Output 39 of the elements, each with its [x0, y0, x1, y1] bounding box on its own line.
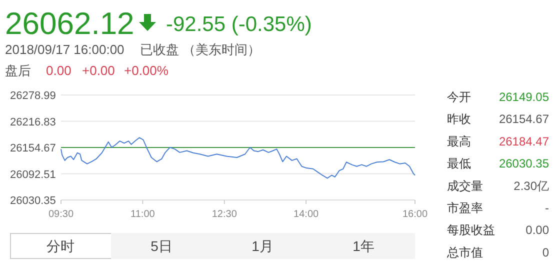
text: 26154.67	[498, 112, 550, 126]
x-tick-label: 16:00	[402, 209, 428, 220]
text: 最高	[447, 134, 471, 148]
text: 1月	[252, 238, 274, 254]
text: 最低	[447, 156, 471, 171]
x-tick-label: 14:00	[294, 209, 320, 220]
y-tick-label: 26092.51	[10, 168, 56, 181]
text: 0	[542, 245, 550, 260]
x-tick-label: 12:30	[212, 209, 238, 220]
text: 2018/09/17 16:00:00	[5, 42, 124, 57]
text: 0.00	[526, 223, 550, 238]
text: 5日	[150, 238, 172, 254]
text: 昨收	[447, 112, 471, 126]
x-tick-label: 09:30	[48, 209, 74, 220]
text: 0.00	[46, 63, 72, 78]
text: 今开	[447, 90, 471, 104]
text: +0.00	[82, 63, 115, 78]
line-series	[60, 137, 416, 179]
text: 分时	[46, 238, 74, 254]
y-tick-label: 26278.99	[10, 90, 56, 102]
text: 1年	[352, 238, 374, 254]
y-tick-label: 26216.83	[10, 116, 56, 128]
text: 成交量	[447, 178, 483, 193]
text: 每股收益	[447, 223, 495, 238]
text: -	[545, 201, 549, 215]
text: 26184.47	[498, 134, 550, 148]
chart-subtitle: -92.55 (-0.35%)	[166, 13, 312, 36]
text: 已收盘 （美东时间）	[140, 42, 261, 57]
text: 2.30亿	[514, 178, 549, 193]
y-tick-label: 26030.35	[10, 195, 56, 207]
text: 盘后	[5, 63, 31, 78]
text: 市盈率	[447, 201, 483, 215]
x-tick-label: 11:00	[130, 209, 156, 220]
text: 26149.05	[498, 90, 550, 104]
chart-title: 26062.12	[5, 6, 134, 41]
text: +0.00%	[124, 63, 169, 78]
text: 总市值	[446, 245, 483, 260]
y-tick-label: 26154.67	[10, 142, 56, 154]
text: 26030.35	[498, 156, 550, 171]
